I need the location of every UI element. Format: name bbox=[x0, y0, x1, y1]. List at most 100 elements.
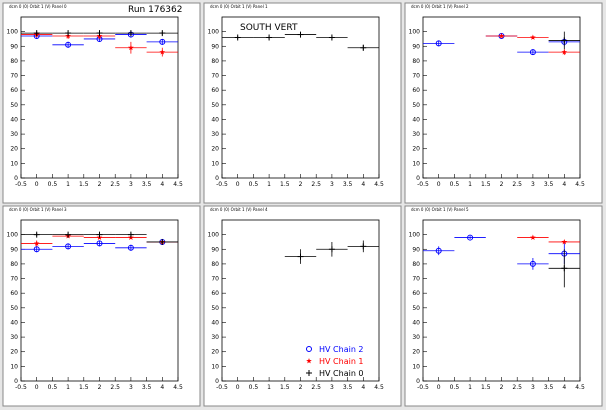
x-tick-label: 0.5 bbox=[249, 181, 259, 188]
x-tick-label: 1.5 bbox=[280, 384, 290, 391]
y-tick-label: 50 bbox=[10, 305, 18, 312]
data-point bbox=[52, 41, 84, 48]
x-tick-label: -0.5 bbox=[417, 181, 429, 188]
data-point bbox=[548, 238, 580, 245]
panel-title: dcm 0 (0) Orbit 1 (V) Panel 3 bbox=[9, 207, 67, 212]
x-tick-label: 1.5 bbox=[79, 384, 89, 391]
x-tick-label: 4.5 bbox=[575, 384, 585, 391]
y-tick-label: 0 bbox=[14, 378, 18, 385]
panel: dcm 0 (0) Orbit 1 (V) Panel 1 SOUTH VERT -… bbox=[203, 2, 402, 204]
panel-title: dcm 0 (0) Orbit 1 (V) Panel 0 bbox=[9, 4, 67, 9]
data-point bbox=[517, 34, 549, 40]
x-tick-label: 1 bbox=[468, 181, 472, 188]
y-tick-label: 40 bbox=[412, 116, 420, 123]
x-tick-label: 0.5 bbox=[48, 384, 58, 391]
data-point bbox=[21, 231, 53, 238]
x-tick-label: 1 bbox=[267, 181, 271, 188]
x-tick-label: 3 bbox=[129, 384, 133, 391]
x-tick-label: 4 bbox=[160, 181, 164, 188]
x-tick-label: 3.5 bbox=[544, 181, 554, 188]
x-tick-label: 3.5 bbox=[544, 384, 554, 391]
y-tick-label: 20 bbox=[412, 349, 420, 356]
data-point bbox=[21, 30, 53, 37]
marker bbox=[306, 358, 312, 364]
plot-frame bbox=[422, 16, 581, 179]
y-tick-label: 40 bbox=[211, 116, 219, 123]
panel: dcm 0 (0) Orbit 1 (V) Panel 5-0.5 0 0.5 1 1.… bbox=[404, 205, 603, 407]
data-point bbox=[146, 30, 178, 37]
plot-frame bbox=[221, 219, 380, 382]
data-point bbox=[83, 30, 116, 37]
data-point bbox=[316, 241, 348, 257]
data-point bbox=[316, 34, 348, 41]
y-tick-label: 10 bbox=[10, 160, 18, 167]
x-tick-label: 1.5 bbox=[280, 181, 290, 188]
y-tick-label: 30 bbox=[10, 131, 18, 138]
panel: dcm 0 (0) Orbit 1 (V) Panel 4-0.5 0 0.5 1 1.… bbox=[203, 205, 402, 407]
data-point bbox=[21, 246, 53, 253]
y-tick-label: 70 bbox=[10, 276, 18, 283]
x-tick-label: 0.5 bbox=[48, 181, 58, 188]
y-tick-label: 50 bbox=[412, 305, 420, 312]
x-tick-label: 1 bbox=[66, 384, 70, 391]
x-tick-label: 1.5 bbox=[481, 181, 491, 188]
marker bbox=[467, 234, 474, 241]
y-tick-label: 30 bbox=[412, 334, 420, 341]
marker bbox=[529, 49, 536, 56]
y-tick-label: 0 bbox=[215, 378, 219, 385]
y-tick-label: 30 bbox=[10, 334, 18, 341]
x-tick-label: -0.5 bbox=[15, 384, 27, 391]
y-tick-label: 20 bbox=[10, 349, 18, 356]
plot-frame bbox=[422, 219, 581, 382]
y-tick-label: 90 bbox=[412, 43, 420, 50]
y-tick-label: 80 bbox=[412, 58, 420, 65]
y-tick-label: 60 bbox=[412, 87, 420, 94]
data-point bbox=[115, 231, 147, 238]
x-tick-label: 1.5 bbox=[79, 181, 89, 188]
y-tick-label: 0 bbox=[215, 175, 219, 182]
y-tick-label: 90 bbox=[211, 43, 219, 50]
data-point bbox=[517, 234, 549, 240]
data-point bbox=[52, 30, 84, 37]
x-tick-label: 2 bbox=[98, 181, 102, 188]
marker bbox=[159, 49, 166, 55]
y-tick-label: 70 bbox=[211, 73, 219, 80]
y-tick-label: 0 bbox=[14, 175, 18, 182]
legend-label: HV Chain 1 bbox=[319, 357, 364, 366]
data-point bbox=[146, 47, 178, 57]
y-tick-label: 50 bbox=[10, 102, 18, 109]
y-tick-label: 60 bbox=[211, 290, 219, 297]
y-tick-label: 60 bbox=[211, 87, 219, 94]
x-tick-label: 3 bbox=[531, 384, 535, 391]
plot-frame bbox=[20, 16, 179, 179]
x-tick-label: 0.5 bbox=[450, 384, 460, 391]
marker bbox=[306, 346, 312, 352]
y-tick-label: 50 bbox=[211, 305, 219, 312]
x-tick-label: 0 bbox=[35, 384, 39, 391]
x-tick-label: 0 bbox=[236, 384, 240, 391]
data-point bbox=[253, 34, 285, 41]
annotation: Run 176362 bbox=[128, 5, 182, 15]
x-tick-label: 4 bbox=[361, 181, 365, 188]
x-tick-label: 2.5 bbox=[110, 181, 120, 188]
data-point bbox=[423, 40, 455, 47]
panel: dcm 0 (0) Orbit 1 (V) Panel 3-0.5 0 0.5 1 1.… bbox=[2, 205, 201, 407]
x-tick-label: 3 bbox=[531, 181, 535, 188]
data-point bbox=[548, 49, 580, 56]
data-point bbox=[548, 31, 580, 50]
plot-frame bbox=[20, 219, 179, 382]
data-point bbox=[21, 240, 53, 247]
y-tick-label: 100 bbox=[409, 232, 421, 239]
x-tick-label: 2.5 bbox=[512, 384, 522, 391]
x-tick-label: 4 bbox=[361, 384, 365, 391]
marker bbox=[159, 38, 166, 45]
x-tick-label: 4 bbox=[160, 384, 164, 391]
data-point bbox=[517, 258, 549, 270]
data-point bbox=[115, 244, 147, 251]
data-point bbox=[115, 30, 147, 37]
x-tick-label: 4.5 bbox=[173, 384, 183, 391]
marker bbox=[96, 240, 103, 247]
y-tick-label: 10 bbox=[412, 363, 420, 370]
x-tick-label: -0.5 bbox=[216, 181, 228, 188]
legend-label: HV Chain 0 bbox=[319, 369, 364, 378]
